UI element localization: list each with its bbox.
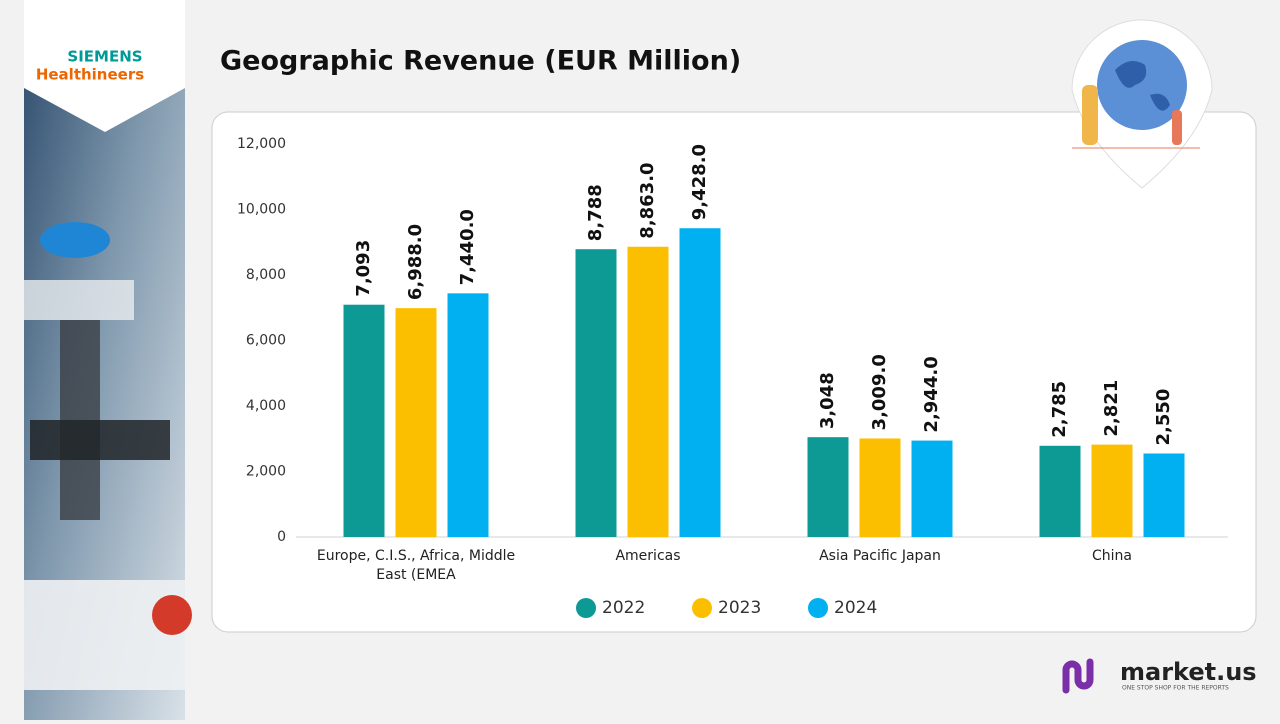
bar <box>447 293 489 537</box>
legend-label: 2024 <box>834 598 877 618</box>
x-tick-label-box: Americas <box>615 548 681 564</box>
bar <box>1039 445 1081 537</box>
footer-tagline: ONE STOP SHOP FOR THE REPORTS <box>1122 685 1229 692</box>
bar <box>343 304 385 537</box>
x-tick-label-box: Europe, C.I.S., Africa, Middle East (EME… <box>316 548 516 583</box>
logo-top: SIEMENS <box>67 48 142 66</box>
value-label: 3,009.0 <box>869 354 890 430</box>
bar <box>911 440 953 537</box>
bar <box>859 438 901 537</box>
y-tick-label: 10,000 <box>237 202 286 218</box>
bar <box>1091 444 1133 537</box>
x-tick-label: Europe, C.I.S., Africa, Middle East (EME… <box>316 548 516 583</box>
x-tick-label-box: Asia Pacific Japan <box>819 548 941 564</box>
bar <box>627 246 669 537</box>
legend-label: 2022 <box>602 598 645 618</box>
value-label: 9,428.0 <box>689 144 710 220</box>
value-label: 2,944.0 <box>921 356 942 432</box>
logo-bottom: Healthineers <box>36 66 144 84</box>
value-label: 8,863.0 <box>637 162 658 238</box>
globe-icon <box>1071 19 1213 189</box>
legend-marker <box>692 598 712 618</box>
value-label: 7,440.0 <box>457 209 478 285</box>
logo-panel <box>24 0 185 132</box>
y-tick-label: 8,000 <box>246 267 286 283</box>
y-tick-label: 0 <box>277 529 286 545</box>
chart-title: Geographic Revenue (EUR Million) <box>220 46 741 77</box>
legend-marker <box>808 598 828 618</box>
bar <box>575 249 617 537</box>
y-tick-label: 6,000 <box>246 333 286 349</box>
legend-marker <box>576 598 596 618</box>
x-tick-label: Americas <box>615 548 681 564</box>
value-label: 2,550 <box>1153 389 1174 446</box>
footer-logo: market.us ONE STOP SHOP FOR THE REPORTS <box>1062 658 1257 694</box>
bar <box>679 228 721 537</box>
footer-brand: market.us <box>1120 658 1257 686</box>
legend-label: 2023 <box>718 598 761 618</box>
x-tick-label: Asia Pacific Japan <box>819 548 941 564</box>
x-tick-label: China <box>1092 548 1132 564</box>
y-tick-label: 12,000 <box>237 136 286 152</box>
value-label: 2,821 <box>1101 380 1122 437</box>
bar <box>807 437 849 537</box>
value-label: 8,788 <box>585 184 606 241</box>
value-label: 6,988.0 <box>405 224 426 300</box>
y-tick-label: 2,000 <box>246 464 286 480</box>
y-tick-label: 4,000 <box>246 398 286 414</box>
value-label: 2,785 <box>1049 381 1070 438</box>
bar <box>395 308 437 537</box>
value-label: 3,048 <box>817 372 838 429</box>
x-tick-label-box: China <box>1092 548 1132 564</box>
value-label: 7,093 <box>353 240 374 297</box>
bar <box>1143 453 1185 537</box>
